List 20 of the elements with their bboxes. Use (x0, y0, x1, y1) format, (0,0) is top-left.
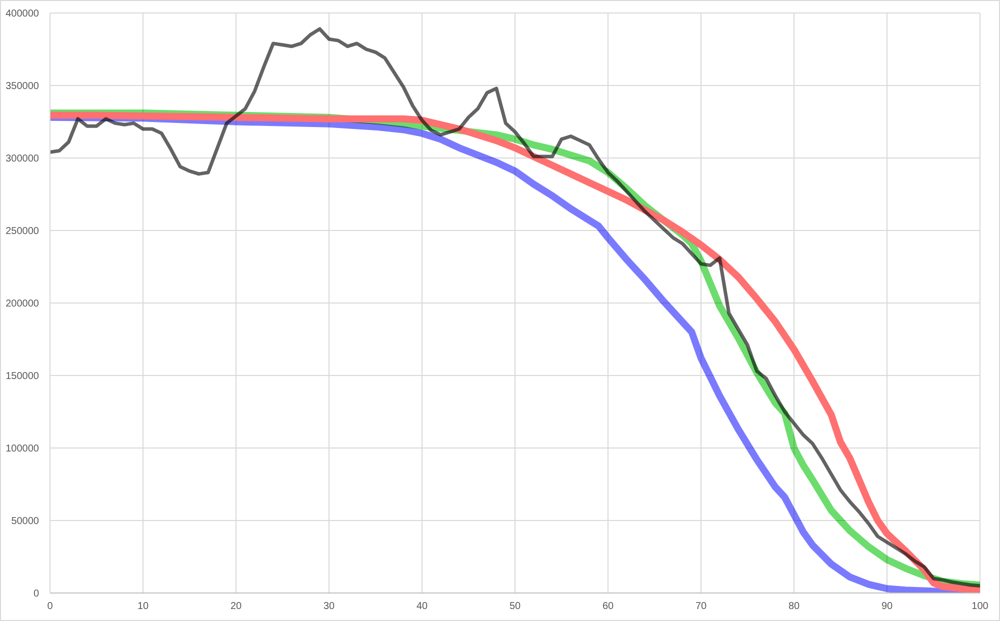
x-tick-label: 60 (602, 601, 614, 612)
x-tick-label: 10 (137, 601, 149, 612)
y-tick-label: 200000 (6, 298, 40, 310)
y-tick-label: 300000 (6, 154, 40, 165)
x-tick-label: 30 (323, 601, 335, 612)
y-tick-label: 0 (33, 588, 40, 600)
x-tick-label: 70 (695, 601, 707, 612)
y-tick-label: 50000 (11, 516, 40, 528)
x-tick-label: 0 (47, 601, 54, 612)
x-tick-label: 100 (972, 601, 989, 612)
y-tick-label: 100000 (6, 444, 40, 455)
y-tick-label: 250000 (6, 226, 40, 238)
y-tick-label: 350000 (6, 81, 40, 92)
x-tick-label: 50 (509, 601, 521, 612)
x-tick-label: 80 (788, 601, 800, 612)
y-tick-label: 150000 (6, 371, 40, 382)
x-tick-label: 90 (881, 601, 893, 612)
x-tick-label: 40 (416, 601, 428, 612)
x-tick-label: 20 (230, 601, 242, 612)
y-tick-label: 400000 (6, 8, 40, 20)
